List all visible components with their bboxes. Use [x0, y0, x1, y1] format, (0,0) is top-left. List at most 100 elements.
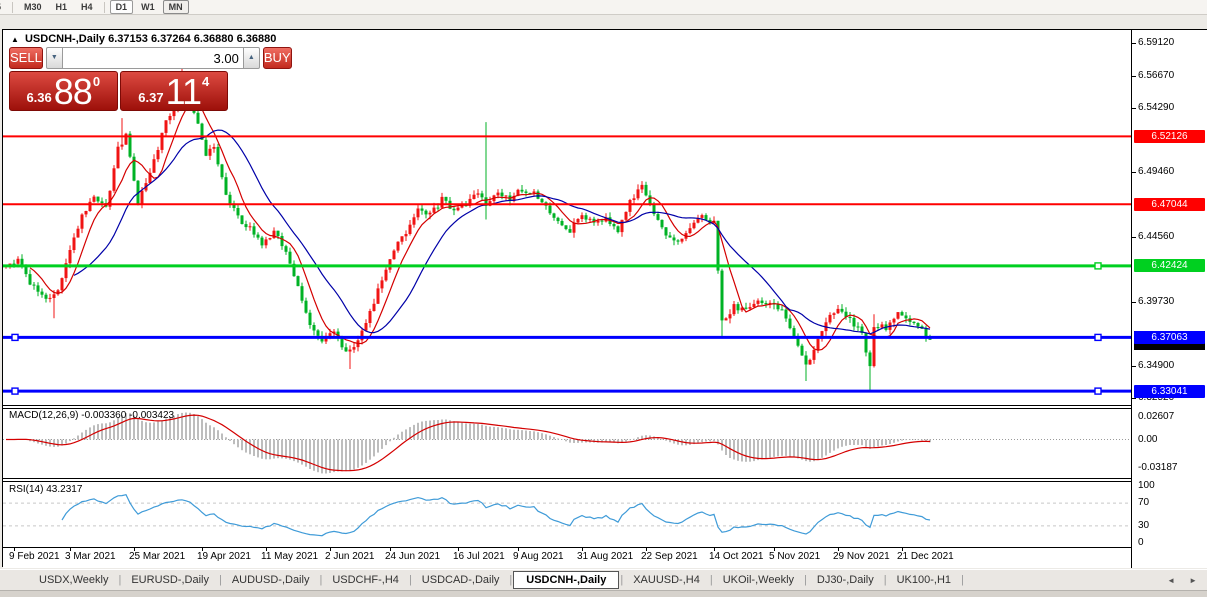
macd-label: MACD(12,26,9) -0.003360 -0.003423 — [9, 410, 175, 421]
hline-handle[interactable] — [11, 387, 19, 395]
level-price-label: 6.37063 — [1134, 331, 1205, 344]
timeframe-button-M30[interactable]: M30 — [24, 2, 42, 12]
date-tick-label: 24 Jun 2021 — [385, 551, 441, 562]
tab-divider: | — [709, 574, 713, 586]
date-tick-label: 9 Aug 2021 — [513, 551, 564, 562]
macd-axis-max: 0.02607 — [1138, 411, 1175, 422]
collapse-panel-icon[interactable]: ▲ — [11, 35, 19, 44]
chart-ohlc-values: 6.37153 6.37264 6.36880 6.36880 — [108, 33, 277, 45]
date-tick-label: 31 Aug 2021 — [577, 551, 634, 562]
chart-title: ▲ USDCNH-,Daily 6.37153 6.37264 6.36880 … — [11, 33, 276, 45]
macd-axis-min: -0.03187 — [1138, 462, 1178, 473]
date-tick-label: 29 Nov 2021 — [833, 551, 890, 562]
volume-input[interactable] — [62, 47, 243, 69]
level-price-label: 6.33041 — [1134, 385, 1205, 398]
tab-divider: | — [218, 574, 222, 586]
tab-divider: | — [408, 574, 412, 586]
level-price-label: 6.52126 — [1134, 130, 1205, 143]
chart-tab-USDCAD-Daily[interactable]: USDCAD-,Daily — [421, 574, 500, 586]
ma-slow-line — [73, 129, 931, 335]
tabs-scroll-left-icon[interactable]: ◄ — [1167, 575, 1176, 585]
sell-price-prefix: 6.36 — [26, 90, 52, 105]
tabs-scroll-right-icon[interactable]: ► — [1189, 575, 1197, 585]
rsi-axis-label: 0 — [1138, 537, 1144, 548]
macd-indicator-pane — [3, 408, 1131, 478]
buy-button[interactable]: BUY — [262, 47, 292, 69]
rsi-svg — [3, 494, 1131, 537]
chart-tab-UKOil-Weekly[interactable]: UKOil-,Weekly — [722, 574, 795, 586]
main-price-chart — [3, 30, 1131, 405]
date-tick-label: 2 Jun 2021 — [325, 551, 375, 562]
hline-handle[interactable] — [1094, 262, 1102, 270]
sell-price-big-digits: 88 — [53, 71, 93, 112]
date-tick-label: 22 Sep 2021 — [641, 551, 698, 562]
chart-tab-XAUUSD-H4[interactable]: XAUUSD-,H4 — [633, 574, 700, 586]
chart-tab-AUDUSD-Daily[interactable]: AUDUSD-,Daily — [231, 574, 310, 586]
volume-increase-button[interactable]: ▲ — [242, 47, 260, 69]
chart-window: ▲ USDCNH-,Daily 6.37153 6.37264 6.36880 … — [2, 29, 1207, 568]
chart-tab-USDCNH-Daily[interactable]: USDCNH-,Daily — [513, 571, 620, 589]
price-tick-label: 6.59120 — [1138, 37, 1175, 48]
timeframe-button-5[interactable]: 5 — [0, 0, 7, 14]
hline-handle[interactable] — [1094, 387, 1102, 395]
price-axis-line — [1131, 30, 1132, 568]
timeframe-button-MN[interactable]: MN — [162, 0, 189, 14]
macd-signal-line — [6, 414, 931, 472]
date-tick-label: 3 Mar 2021 — [65, 551, 116, 562]
rsi-label: RSI(14) 43.2317 — [9, 484, 83, 495]
price-axis[interactable]: 6.59120 6.56670 6.54290 6.49460 6.44560 6.397… — [1132, 30, 1207, 568]
tab-divider: | — [883, 574, 887, 586]
volume-decrease-button[interactable]: ▼ — [45, 47, 63, 69]
hline-handle[interactable] — [11, 333, 19, 342]
sell-price-pip-digit: 0 — [92, 74, 101, 89]
tab-divider: | — [620, 574, 624, 586]
timeframe-toolbar: 5 M30 H1 H4 D1 W1 MN — [0, 0, 1207, 15]
date-tick-label: 11 May 2021 — [261, 551, 319, 562]
time-axis[interactable]: 9 Feb 2021 3 Mar 2021 25 Mar 2021 19 Apr 20… — [3, 547, 1207, 568]
ma-fast-line — [29, 103, 931, 351]
timeframe-button-W1[interactable]: W1 — [141, 2, 155, 12]
price-tick-label: 6.44560 — [1138, 231, 1175, 242]
tab-divider: | — [319, 574, 323, 586]
macd-svg — [3, 412, 1131, 474]
date-tick-label: 19 Apr 2021 — [197, 551, 251, 562]
rsi-axis-label: 70 — [1138, 497, 1150, 508]
buy-price-pip-digit: 4 — [201, 74, 210, 89]
chart-tab-USDCHF-H4[interactable]: USDCHF-,H4 — [332, 574, 399, 586]
buy-price-prefix: 6.37 — [138, 90, 164, 105]
rsi-axis-label: 30 — [1138, 520, 1150, 531]
tab-divider: | — [961, 574, 964, 586]
price-tick-label: 6.56670 — [1138, 70, 1175, 81]
date-tick-label: 9 Feb 2021 — [9, 551, 60, 562]
chart-tab-USDX-Weekly[interactable]: USDX,Weekly — [39, 574, 109, 586]
chart-tab-EURUSD-Daily[interactable]: EURUSD-,Daily — [131, 574, 209, 586]
buy-price-quote[interactable]: 6.37 11 4 — [119, 71, 228, 111]
chart-tab-UK100-H1[interactable]: UK100-,H1 — [896, 574, 952, 586]
sell-button[interactable]: SELL — [9, 47, 43, 69]
chart-tab-DJ30-Daily[interactable]: DJ30-,Daily — [816, 574, 874, 586]
sell-price-quote[interactable]: 6.36 88 0 — [9, 71, 118, 111]
price-tick-label: 6.49460 — [1138, 166, 1175, 177]
price-tick-label: 6.54290 — [1138, 102, 1175, 113]
rsi-axis-label: 100 — [1138, 480, 1155, 491]
level-price-label: 6.42424 — [1134, 259, 1205, 272]
chart-tab-bar: USDX,Weekly | EURUSD-,Daily | AUDUSD-,Daily |… — [0, 569, 1207, 590]
date-tick-label: 25 Mar 2021 — [129, 551, 186, 562]
macd-axis-zero: 0.00 — [1138, 434, 1158, 445]
tab-divider: | — [118, 574, 122, 586]
timeframe-button-H4[interactable]: H4 — [81, 2, 93, 12]
main-chart-svg — [3, 68, 1131, 395]
date-tick-label: 16 Jul 2021 — [453, 551, 505, 562]
toolbar-divider — [103, 1, 105, 13]
timeframe-button-D1[interactable]: D1 — [109, 0, 134, 14]
timeframe-button-H1[interactable]: H1 — [55, 2, 68, 12]
volume-control: ▼ ▲ — [45, 47, 260, 69]
price-tick-label: 6.34900 — [1138, 360, 1175, 371]
tab-divider: | — [804, 574, 807, 586]
price-tick-label: 6.39730 — [1138, 296, 1175, 307]
macd-histogram — [9, 412, 931, 474]
date-tick-label: 5 Nov 2021 — [769, 551, 821, 562]
hline-handle[interactable] — [1094, 333, 1102, 342]
